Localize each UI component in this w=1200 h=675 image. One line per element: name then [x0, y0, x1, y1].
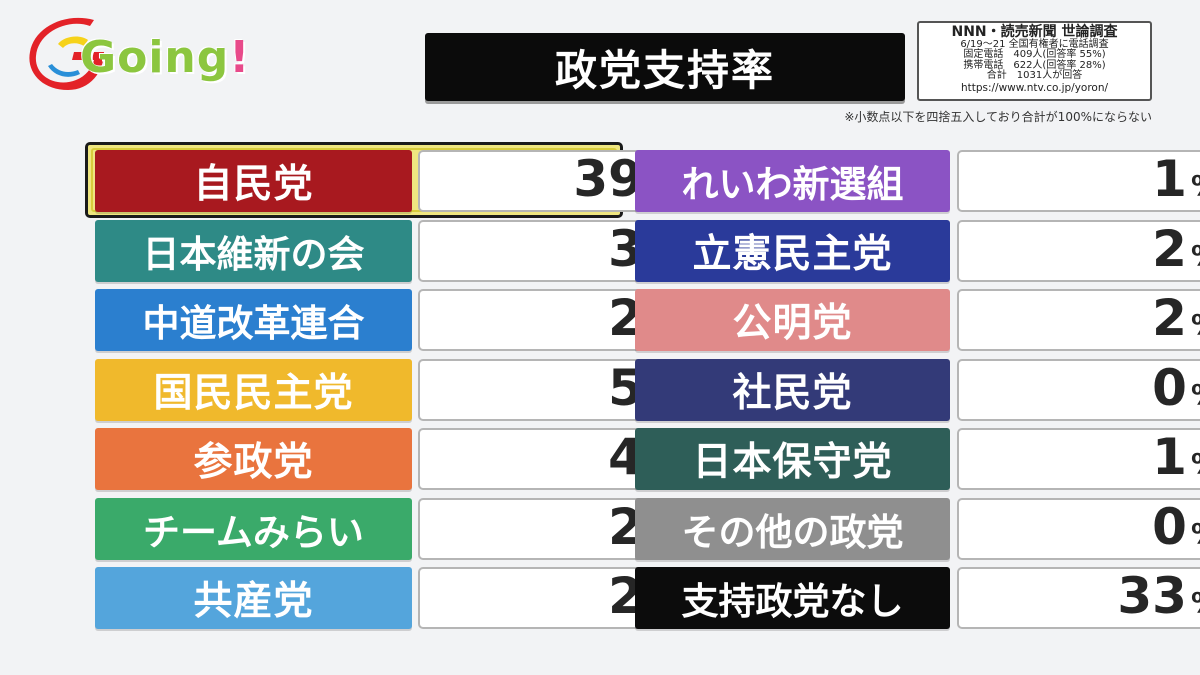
- party-name: 共産党: [95, 567, 412, 629]
- source-line-3: 携帯電話 622人(回答率 28%): [963, 59, 1106, 71]
- party-name: 公明党: [635, 289, 950, 351]
- percent-unit: %: [1191, 514, 1200, 554]
- party-name: 参政党: [95, 428, 412, 490]
- party-value-box: 0%: [957, 358, 1200, 421]
- party-name: 国民民主党: [95, 358, 412, 421]
- party-name: 中道改革連合: [95, 289, 412, 351]
- source-title: NNN・読売新聞 世論調査: [951, 24, 1118, 40]
- party-value: 2: [1152, 289, 1187, 347]
- source-line-4: 合計 1031人が回答: [986, 70, 1083, 82]
- party-value-box: 1%: [957, 150, 1200, 212]
- party-value: 33: [1117, 567, 1187, 625]
- party-name: 社民党: [635, 358, 950, 421]
- party-name: 日本維新の会: [95, 219, 412, 282]
- percent-unit: %: [1191, 236, 1200, 276]
- percent-unit: %: [1191, 583, 1200, 623]
- party-value: 0: [1152, 358, 1187, 417]
- percent-unit: %: [1191, 444, 1200, 484]
- party-value: 1: [1152, 150, 1187, 208]
- party-value: 39: [573, 150, 643, 208]
- party-value-box: 0%: [957, 497, 1200, 560]
- party-value-box: 2%: [957, 289, 1200, 351]
- going-logo: Going!: [28, 14, 249, 94]
- party-value-box: 2%: [957, 219, 1200, 282]
- party-name: 日本保守党: [635, 428, 950, 490]
- party-name: その他の政党: [635, 497, 950, 560]
- rounding-note: ※小数点以下を四捨五入しており合計が100%にならない: [844, 110, 1152, 124]
- chart-title-box: 政党支持率: [425, 33, 905, 101]
- party-value: 0: [1152, 497, 1187, 556]
- percent-unit: %: [1191, 166, 1200, 206]
- party-value: 2: [1152, 219, 1187, 278]
- party-name: チームみらい: [95, 497, 412, 560]
- party-name: 立憲民主党: [635, 219, 950, 282]
- survey-source-box: NNN・読売新聞 世論調査 6/19〜21 全国有権者に電話調査 固定電話 40…: [917, 21, 1152, 101]
- party-value-box: 33%: [957, 567, 1200, 629]
- percent-unit: %: [1191, 375, 1200, 415]
- party-value: 1: [1152, 428, 1187, 486]
- party-value-box: 1%: [957, 428, 1200, 490]
- percent-unit: %: [1191, 305, 1200, 345]
- source-line-1: 6/19〜21 全国有権者に電話調査: [960, 38, 1109, 50]
- party-name: 支持政党なし: [635, 567, 950, 629]
- chart-title: 政党支持率: [554, 45, 775, 95]
- party-name: れいわ新選組: [635, 150, 950, 212]
- party-name: 自民党: [95, 150, 412, 212]
- source-url: https://www.ntv.co.jp/yoron/: [960, 81, 1109, 94]
- logo-swoosh-icon: [29, 17, 104, 91]
- source-line-2: 固定電話 409人(回答率 55%): [963, 49, 1106, 61]
- logo-text: Going!: [80, 32, 251, 83]
